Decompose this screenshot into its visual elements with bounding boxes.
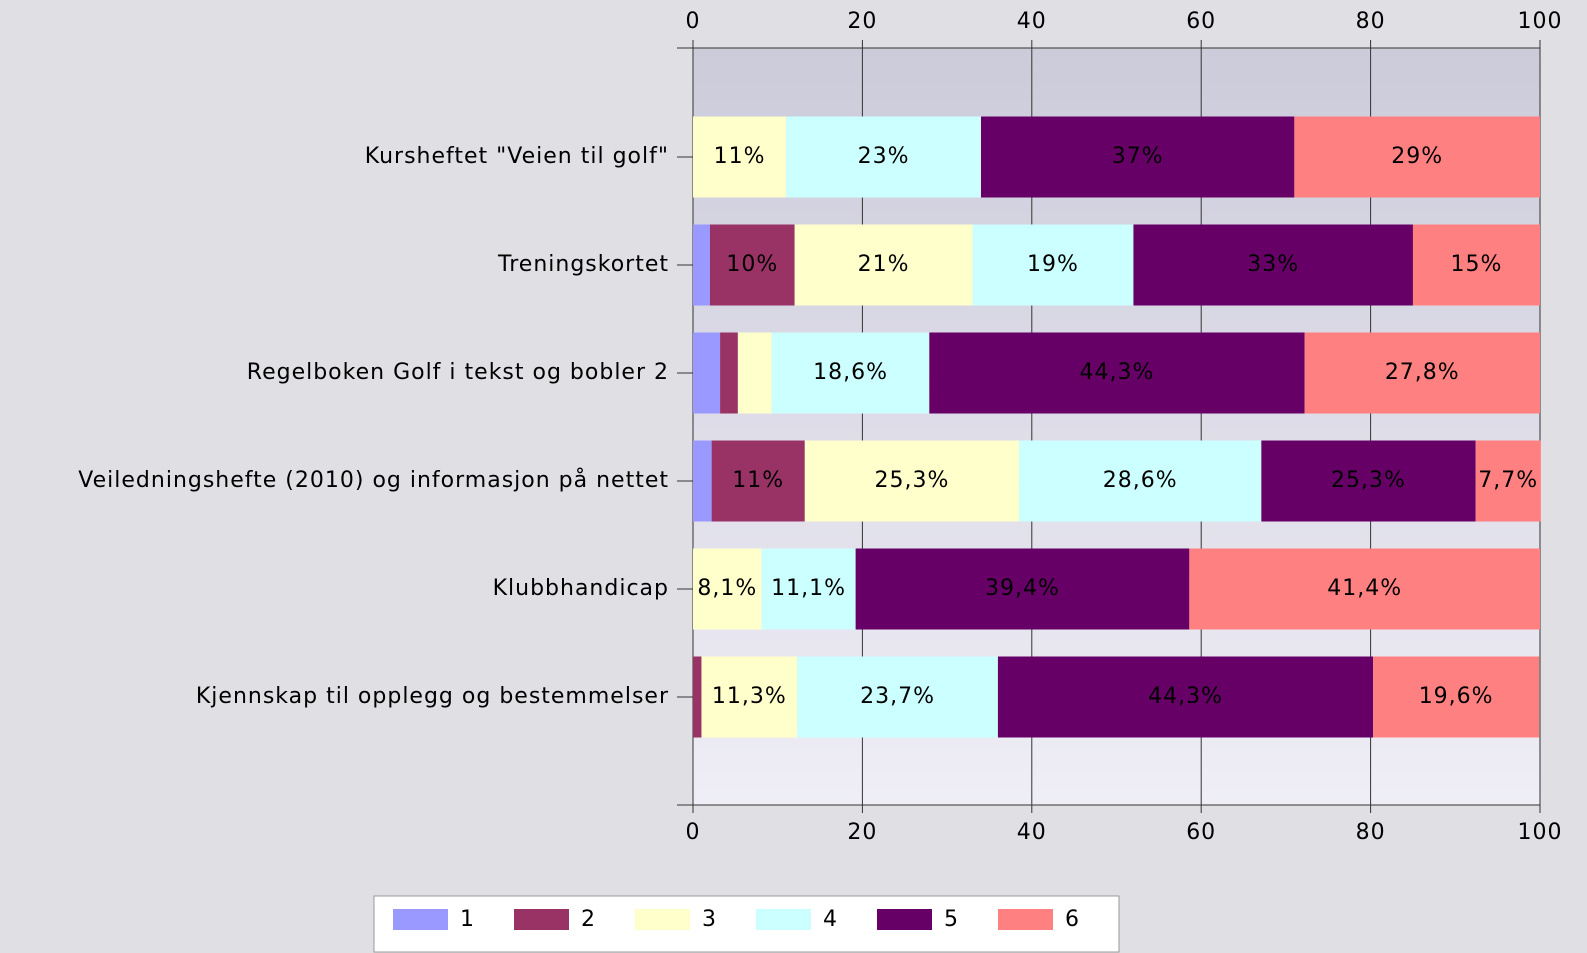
bar-segment [797,656,998,738]
x-tick-label: 0 [686,9,701,34]
x-tick-label: 20 [847,820,877,845]
bar-segment [709,224,795,306]
bar-segment [1133,224,1413,306]
legend-label: 2 [581,907,596,932]
value-label: 11% [732,468,784,493]
y-tick-label: Treningskortet [497,252,669,277]
value-label: 11% [714,144,766,169]
x-tick-label: 100 [1518,9,1563,34]
legend-label: 6 [1065,907,1080,932]
value-label: 11,1% [771,576,846,601]
bar-segment [701,656,798,738]
bar-segment [693,548,762,630]
value-label: 21% [858,252,910,277]
legend-label: 3 [702,907,717,932]
bar-segment [794,224,973,306]
legend-swatch [514,909,569,930]
value-label: 8,1% [697,576,757,601]
y-tick-label: Veiledningshefte (2010) og informasjon p… [78,467,669,493]
bar-segment [1019,440,1262,522]
x-tick-label: 80 [1356,9,1386,34]
legend-swatch [393,909,448,930]
legend-swatch [998,909,1053,930]
value-label: 15% [1451,252,1503,277]
x-tick-label: 0 [686,820,701,845]
value-label: 19,6% [1419,684,1494,709]
legend-swatch [877,909,932,930]
value-label: 44,3% [1079,360,1154,385]
value-label: 29% [1391,144,1443,169]
y-tick-label: Regelboken Golf i tekst og bobler 2 [247,360,669,385]
value-label: 44,3% [1148,684,1223,709]
legend-swatch [756,909,811,930]
value-label: 19% [1027,252,1079,277]
bar-segment [1475,440,1541,522]
bar-segment [972,224,1134,306]
legend-label: 4 [823,907,838,932]
value-label: 37% [1112,144,1164,169]
value-label: 28,6% [1103,468,1178,493]
bar-segment [693,224,710,306]
x-tick-label: 60 [1186,820,1216,845]
bar-segment [737,332,772,414]
bar-segment [693,440,712,522]
bar-segment [855,548,1190,630]
bar-segment [1189,548,1540,630]
bar-segment [761,548,856,630]
value-label: 23,7% [860,684,935,709]
value-label: 11,3% [712,684,787,709]
bar-segment [997,656,1374,738]
bar-segment [980,116,1295,198]
value-label: 23% [858,144,910,169]
x-tick-label: 60 [1186,9,1216,34]
bar-segment [804,440,1020,522]
x-tick-label: 100 [1518,820,1563,845]
x-tick-label: 20 [847,9,877,34]
bar-segment [693,116,787,198]
legend-box [373,895,1120,953]
x-tick-label: 40 [1017,820,1047,845]
bar-segment [929,332,1305,414]
y-tick-label: Kursheftet "Veien til golf" [365,144,669,169]
legend-label: 5 [944,907,959,932]
value-label: 33% [1247,252,1299,277]
bar-segment [1373,656,1540,738]
value-label: 25,3% [1331,468,1406,493]
bar-segment [720,332,738,414]
value-label: 41,4% [1327,576,1402,601]
bar-segment [693,656,702,738]
bar-segment [711,440,805,522]
bar-segment [771,332,930,414]
value-label: 18,6% [813,360,888,385]
bar-segment [1412,224,1540,306]
bar-segment [693,332,721,414]
value-label: 10% [726,252,778,277]
x-tick-label: 80 [1356,820,1386,845]
y-tick-label: Klubbhandicap [493,576,669,601]
legend-label: 1 [460,907,475,932]
value-label: 25,3% [875,468,950,493]
value-label: 39,4% [985,576,1060,601]
legend-swatch [635,909,690,930]
value-label: 27,8% [1385,360,1460,385]
bar-segment [1294,116,1540,198]
x-tick-label: 40 [1017,9,1047,34]
bar-segment [786,116,981,198]
bar-segment [1304,332,1540,414]
y-tick-label: Kjennskap til opplegg og bestemmelser [196,684,669,709]
value-label: 7,7% [1478,468,1538,493]
bar-segment [1261,440,1476,522]
